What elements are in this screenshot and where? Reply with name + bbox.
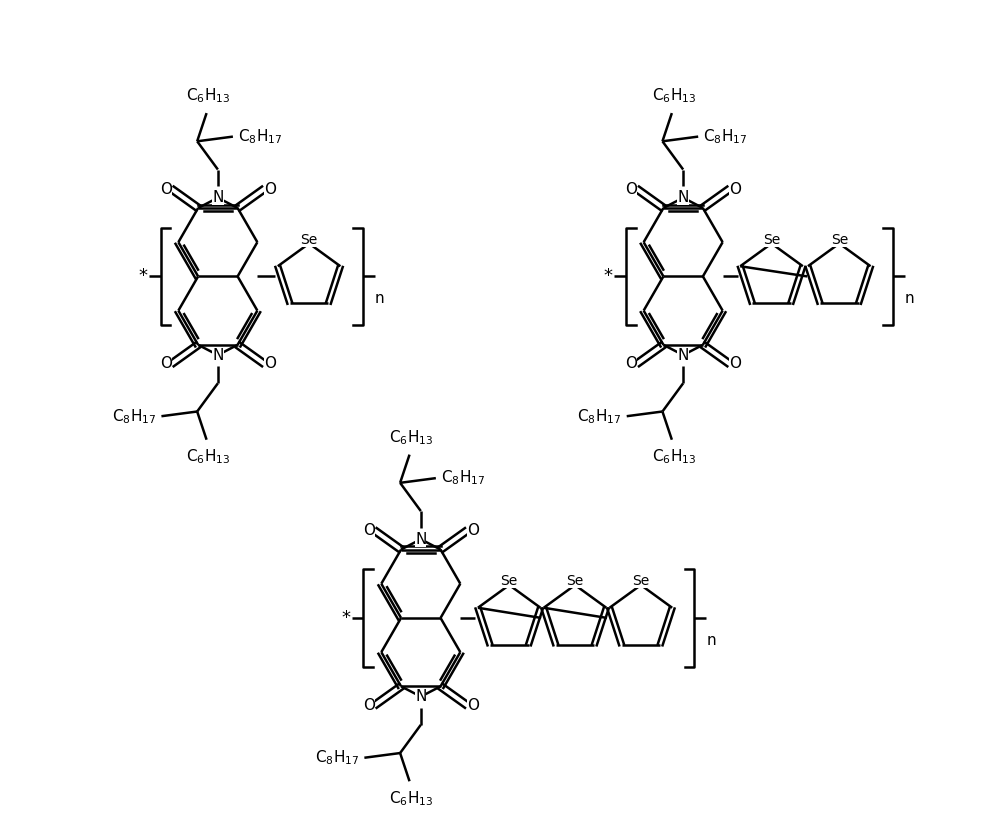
Text: Se: Se <box>501 574 518 588</box>
Text: $\mathregular{C_8H_{17}}$: $\mathregular{C_8H_{17}}$ <box>238 127 282 146</box>
Text: $\mathregular{C_6H_{13}}$: $\mathregular{C_6H_{13}}$ <box>652 86 696 105</box>
Text: $\mathregular{C_8H_{17}}$: $\mathregular{C_8H_{17}}$ <box>315 749 359 767</box>
Text: $\mathregular{C_6H_{13}}$: $\mathregular{C_6H_{13}}$ <box>186 86 231 105</box>
Text: Se: Se <box>632 574 649 588</box>
Text: n: n <box>375 291 384 306</box>
Text: O: O <box>160 182 172 197</box>
Text: N: N <box>212 348 224 363</box>
Text: *: * <box>342 609 351 627</box>
Text: *: * <box>604 267 613 286</box>
Text: $\mathregular{C_8H_{17}}$: $\mathregular{C_8H_{17}}$ <box>703 127 747 146</box>
Text: Se: Se <box>566 574 584 588</box>
Text: N: N <box>677 190 689 205</box>
Text: N: N <box>415 689 426 704</box>
Text: O: O <box>160 356 172 371</box>
Text: O: O <box>467 698 479 713</box>
Text: O: O <box>729 182 741 197</box>
Text: $\mathregular{C_6H_{13}}$: $\mathregular{C_6H_{13}}$ <box>389 428 434 447</box>
Text: N: N <box>415 532 426 547</box>
Text: O: O <box>467 523 479 538</box>
Text: Se: Se <box>763 232 780 247</box>
Text: N: N <box>677 348 689 363</box>
Text: $\mathregular{C_8H_{17}}$: $\mathregular{C_8H_{17}}$ <box>441 469 485 487</box>
Text: O: O <box>264 356 276 371</box>
Text: Se: Se <box>300 232 318 247</box>
Text: *: * <box>139 267 148 286</box>
Text: $\mathregular{C_6H_{13}}$: $\mathregular{C_6H_{13}}$ <box>652 447 696 466</box>
Text: n: n <box>905 291 914 306</box>
Text: n: n <box>706 632 716 647</box>
Text: N: N <box>212 190 224 205</box>
Text: Se: Se <box>831 232 848 247</box>
Text: $\mathregular{C_6H_{13}}$: $\mathregular{C_6H_{13}}$ <box>186 447 231 466</box>
Text: O: O <box>729 356 741 371</box>
Text: O: O <box>363 698 375 713</box>
Text: $\mathregular{C_8H_{17}}$: $\mathregular{C_8H_{17}}$ <box>112 407 156 426</box>
Text: O: O <box>264 182 276 197</box>
Text: O: O <box>625 182 637 197</box>
Text: O: O <box>363 523 375 538</box>
Text: $\mathregular{C_8H_{17}}$: $\mathregular{C_8H_{17}}$ <box>577 407 622 426</box>
Text: $\mathregular{C_6H_{13}}$: $\mathregular{C_6H_{13}}$ <box>389 789 434 808</box>
Text: O: O <box>625 356 637 371</box>
